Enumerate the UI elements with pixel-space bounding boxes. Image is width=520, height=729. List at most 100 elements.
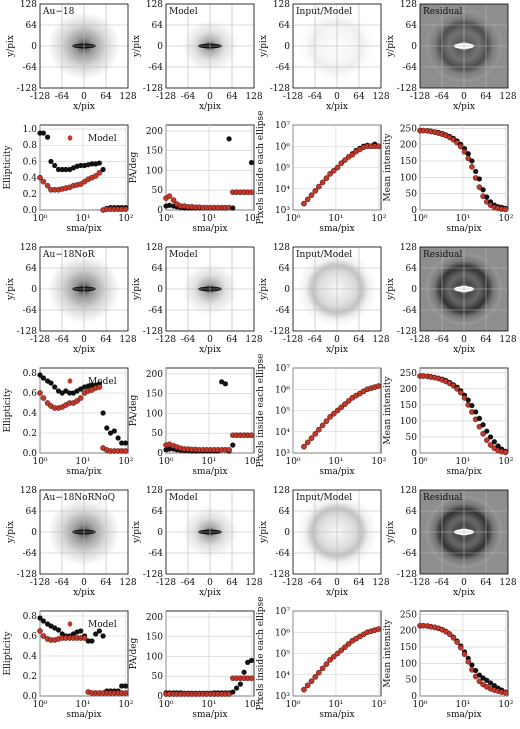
image-ytick-label: 64 <box>279 507 291 517</box>
image-xtick-label: 128 <box>245 578 262 588</box>
model-point <box>484 437 490 443</box>
image-ytick-label: 0 <box>31 528 37 538</box>
image-xtick-label: 64 <box>353 92 365 102</box>
plot-ytick-label: 0.0 <box>23 449 38 459</box>
plot-ytick-label: 10⁷ <box>275 121 290 131</box>
image-xtick-label: 64 <box>100 335 112 345</box>
plot-ytick-label: 0.0 <box>23 206 38 216</box>
model-point <box>334 407 341 414</box>
model-point <box>338 647 345 654</box>
model-point <box>461 651 468 657</box>
model-point <box>74 398 80 404</box>
image-frame <box>419 246 509 332</box>
plot-frame <box>39 610 129 697</box>
model-point <box>319 665 326 672</box>
data-point <box>111 428 117 434</box>
plot-xtick-label: 10¹ <box>75 700 90 710</box>
data-point <box>469 402 475 409</box>
data-point <box>465 151 471 157</box>
data-point <box>230 205 236 211</box>
data-point <box>484 677 490 683</box>
image-ytick-label: 0 <box>284 528 290 538</box>
model-point <box>304 439 311 446</box>
model-point <box>502 689 509 696</box>
panel-label: Input/Model <box>296 7 352 17</box>
model-point <box>312 431 319 437</box>
plot-xtick-label: 10⁰ <box>412 457 427 467</box>
image-xaxis-label: x/pix <box>199 345 221 355</box>
model-point <box>465 155 472 162</box>
image-ytick-label: -128 <box>270 327 290 337</box>
image-yaxis-label: y/pix <box>132 521 142 544</box>
data-point <box>473 667 479 674</box>
plot-ytick-label: 200 <box>146 370 163 380</box>
image-ytick-label: -64 <box>403 306 418 316</box>
panel-label: Residual <box>423 250 463 260</box>
plot-ytick-label: 150 <box>146 633 163 643</box>
data-point <box>104 425 110 431</box>
data-point <box>52 162 58 169</box>
plot-xtick-label: 10¹ <box>328 457 343 467</box>
image-ytick-label: 128 <box>400 243 417 253</box>
plot-ytick-label: 150 <box>400 643 417 653</box>
image-xaxis-label: x/pix <box>73 345 95 355</box>
plot-xtick-label: 10⁰ <box>32 457 47 467</box>
data-point <box>480 422 486 428</box>
image-ytick-label: 64 <box>279 21 291 31</box>
image-xtick-label: -128 <box>283 92 303 102</box>
plot-ytick-label: 0 <box>411 449 417 459</box>
image-ytick-label: -128 <box>17 84 37 94</box>
image-xaxis-label: x/pix <box>453 345 475 355</box>
model-point <box>323 418 330 424</box>
plot-ytick-label: 0.2 <box>23 190 37 200</box>
plot-xtick-label: 10¹ <box>455 214 470 224</box>
data-point <box>222 381 229 387</box>
data-point <box>52 625 58 631</box>
model-point <box>446 631 453 638</box>
image-xtick-label: 128 <box>245 92 262 102</box>
model-point <box>40 633 47 639</box>
image-xtick-label: -64 <box>435 578 450 588</box>
plot-xtick-label: 10¹ <box>201 214 216 224</box>
image-xtick-label: 128 <box>119 92 136 102</box>
data-point <box>52 384 58 390</box>
plot-yaxis-label: PA/deg <box>129 637 139 669</box>
plot-yaxis-label: Pixels inside each ellipse <box>256 597 266 711</box>
model-point <box>316 426 322 433</box>
image-xtick-label: -128 <box>30 335 50 345</box>
data-point <box>100 410 106 416</box>
plot-ytick-label: 150 <box>146 390 163 400</box>
plot-xtick-label: 10² <box>118 700 133 710</box>
model-point <box>334 164 341 171</box>
data-point <box>48 380 54 386</box>
plot-xtick-label: 10² <box>118 457 133 467</box>
model-point <box>469 164 475 170</box>
data-point <box>491 439 497 445</box>
data-point <box>484 194 490 200</box>
plot-ytick-label: 10⁷ <box>275 364 290 374</box>
image-xtick-label: -64 <box>181 335 196 345</box>
model-point <box>330 167 337 174</box>
image-xtick-label: -128 <box>156 92 176 102</box>
data-point <box>233 685 240 691</box>
image-ytick-label: 0 <box>31 42 37 52</box>
model-point <box>342 157 348 163</box>
image-xtick-label: -64 <box>435 335 450 345</box>
model-point <box>476 184 483 190</box>
image-ytick-label: 64 <box>26 507 38 517</box>
image-frame <box>39 489 129 575</box>
image-ytick-label: -64 <box>149 549 164 559</box>
plot-xaxis-label: sma/pix <box>66 224 101 234</box>
model-point <box>327 657 333 663</box>
panel-label: Model <box>169 493 198 503</box>
plot-xtick-label: 10¹ <box>455 700 470 710</box>
plot-xtick-label: 10⁰ <box>412 214 427 224</box>
plot-ytick-label: 0 <box>411 206 417 216</box>
plot-ytick-label: 10⁶ <box>275 142 290 152</box>
plot-yaxis-label: Mean intensity <box>383 619 393 688</box>
image-xtick-label: -128 <box>410 92 430 102</box>
plot-ytick-label: 100 <box>400 173 417 183</box>
image-frame <box>165 3 255 89</box>
image-xtick-label: -128 <box>30 92 50 102</box>
image-xtick-label: -64 <box>181 578 196 588</box>
